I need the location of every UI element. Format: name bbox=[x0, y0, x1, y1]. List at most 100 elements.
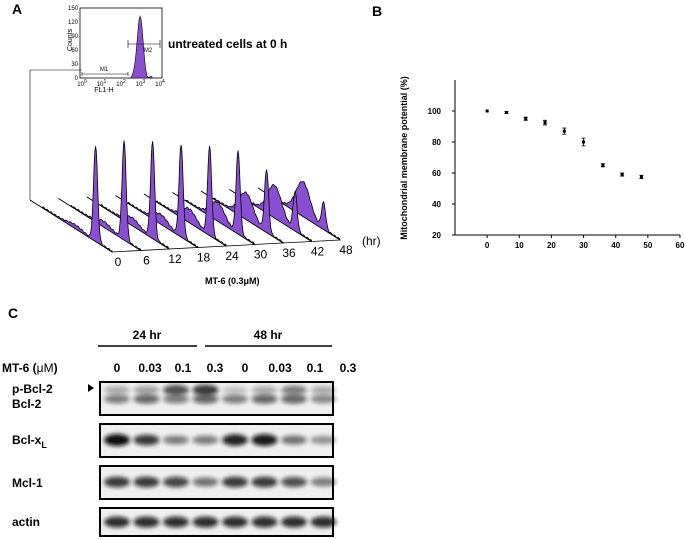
tick-exponent: 4 bbox=[162, 79, 165, 85]
dose-label: 0.1 bbox=[307, 361, 324, 375]
band bbox=[281, 394, 307, 404]
band bbox=[251, 476, 278, 488]
band bbox=[251, 394, 278, 404]
marker-label: M1 bbox=[100, 67, 109, 73]
data-point bbox=[504, 111, 508, 115]
band bbox=[104, 476, 130, 488]
dose-label: 0 bbox=[114, 361, 121, 375]
row-label: p-Bcl-2 bbox=[12, 382, 53, 396]
band bbox=[133, 516, 160, 528]
y-tick-label: 20 bbox=[432, 231, 441, 240]
time-label: 0 bbox=[115, 255, 122, 269]
band bbox=[222, 476, 248, 488]
time-point: 48 hr bbox=[254, 328, 283, 342]
band bbox=[192, 394, 219, 404]
x-tick-label: 30 bbox=[579, 241, 588, 250]
band bbox=[310, 477, 337, 487]
band bbox=[251, 386, 278, 394]
tick-base: 10 bbox=[136, 82, 143, 88]
band bbox=[104, 516, 130, 528]
panel-label: C bbox=[8, 305, 18, 321]
data-point bbox=[620, 173, 624, 177]
inset-x-tick: 101 bbox=[97, 79, 107, 88]
time-label: 6 bbox=[143, 254, 150, 268]
row-label: Bcl-2 bbox=[12, 397, 42, 411]
time-label: 12 bbox=[168, 252, 182, 266]
row-label: Bcl-xL bbox=[12, 433, 47, 450]
band bbox=[281, 385, 307, 395]
dose-label: 0.3 bbox=[207, 361, 224, 375]
panel-label: A bbox=[12, 1, 22, 17]
band bbox=[222, 394, 248, 404]
histogram-trace bbox=[86, 141, 170, 250]
band bbox=[251, 434, 278, 446]
tick-base: 10 bbox=[77, 82, 84, 88]
x-tick-label: 20 bbox=[547, 241, 556, 250]
data-point bbox=[524, 117, 528, 121]
band bbox=[104, 434, 130, 446]
annotation: untreated cells at 0 h bbox=[168, 37, 287, 51]
time-label: 18 bbox=[197, 251, 211, 265]
time-unit: (hr) bbox=[362, 234, 381, 248]
band bbox=[310, 516, 337, 528]
band bbox=[133, 476, 160, 488]
x-tick-label: 60 bbox=[676, 241, 685, 250]
inset-histogram bbox=[128, 15, 153, 79]
tick-exponent: 0 bbox=[84, 79, 87, 85]
inset-y-tick: 60 bbox=[71, 48, 78, 54]
inset-x-tick: 100 bbox=[77, 79, 87, 88]
dose-label: 0.03 bbox=[138, 361, 162, 375]
time-point: 24 hr bbox=[133, 328, 162, 342]
histogram-trace bbox=[58, 140, 141, 252]
histogram-trace bbox=[143, 146, 227, 247]
y-tick-label: 80 bbox=[432, 138, 441, 147]
x-tick-label: 0 bbox=[485, 241, 490, 250]
band bbox=[310, 386, 337, 394]
x-tick-label: 50 bbox=[643, 241, 652, 250]
inset-frame bbox=[79, 7, 163, 79]
inset-y-tick: 90 bbox=[71, 34, 78, 40]
y-tick-label: 40 bbox=[432, 200, 441, 209]
inset-x-tick: 102 bbox=[116, 79, 126, 88]
dose-label: 0.3 bbox=[340, 361, 357, 375]
treatment-label: MT-6 (μM) bbox=[2, 361, 58, 375]
x-tick-label: 40 bbox=[611, 241, 620, 250]
band bbox=[133, 394, 160, 404]
x-tick-label: 10 bbox=[515, 241, 524, 250]
data-point bbox=[639, 175, 643, 179]
band bbox=[222, 386, 248, 394]
tick-exponent: 3 bbox=[142, 79, 145, 85]
band bbox=[163, 435, 189, 445]
tick-base: 10 bbox=[155, 82, 162, 88]
floor-edge bbox=[111, 239, 341, 253]
arrowhead bbox=[88, 384, 94, 392]
band bbox=[222, 516, 248, 528]
dose-label: 0 bbox=[242, 361, 249, 375]
tick-base: 10 bbox=[97, 82, 104, 88]
marker-m1 bbox=[81, 72, 129, 76]
band bbox=[281, 435, 307, 445]
inset-x-tick: 103 bbox=[136, 79, 146, 88]
band bbox=[133, 385, 160, 395]
band bbox=[251, 516, 278, 528]
band bbox=[310, 435, 337, 445]
inset-y-tick: 30 bbox=[71, 62, 78, 68]
tick-exponent: 2 bbox=[123, 79, 126, 85]
band bbox=[163, 476, 189, 488]
panel-b: B Mitochondrial membrane potential (%) 2… bbox=[372, 3, 685, 250]
band bbox=[163, 516, 189, 528]
inset-y-label: Counts bbox=[67, 28, 74, 51]
band bbox=[104, 386, 130, 394]
dose-label: 0.1 bbox=[175, 361, 192, 375]
dose-label: 0.03 bbox=[268, 361, 292, 375]
time-label: 48 bbox=[339, 243, 353, 257]
marker-label: M2 bbox=[144, 48, 153, 54]
band bbox=[192, 477, 219, 487]
band bbox=[192, 516, 219, 528]
treatment-label: MT-6 (0.3μM) bbox=[205, 276, 260, 286]
data-point bbox=[485, 109, 489, 113]
inset-y-tick: 0 bbox=[75, 76, 79, 82]
band bbox=[163, 384, 189, 396]
band bbox=[310, 394, 337, 404]
